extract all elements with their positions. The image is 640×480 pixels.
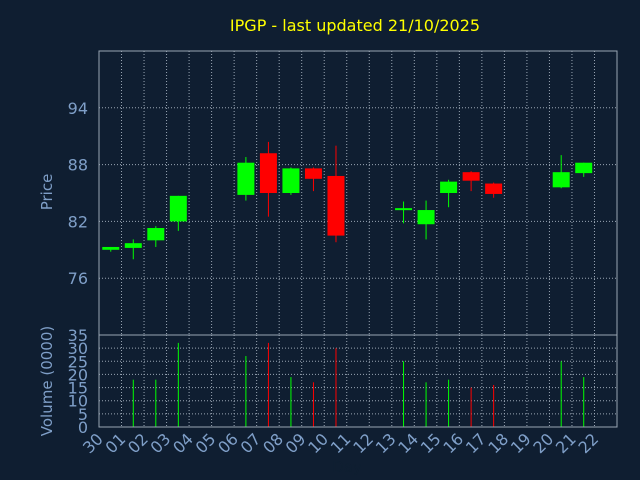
volume-bars [132, 342, 585, 427]
candle-body [395, 208, 413, 211]
candle-body [552, 172, 570, 188]
candle-body [304, 168, 322, 179]
candle-body [282, 168, 300, 193]
candle-body [102, 246, 120, 250]
volume-tick-label: 0 [78, 418, 88, 437]
price-tick-labels: 76 82 88 94 [68, 99, 88, 288]
chart-title: IPGP - last updated 21/10/2025 [230, 16, 480, 35]
volume-tick-label: 15 [68, 379, 88, 398]
candle-body [237, 162, 255, 195]
volume-tick-label: 20 [68, 365, 88, 384]
candle-body [147, 228, 165, 241]
candle-body [440, 181, 458, 193]
volume-grid [99, 335, 617, 427]
candle-body [485, 183, 503, 194]
candle-body [169, 195, 187, 222]
candle-body [124, 243, 142, 248]
candle-body [417, 210, 435, 225]
price-tick-label: 82 [68, 212, 88, 231]
price-tick-label: 76 [68, 269, 88, 288]
candle-body [259, 153, 277, 193]
volume-tick-label: 5 [78, 405, 88, 424]
volume-tick-label: 35 [68, 326, 88, 345]
price-tick-label: 88 [68, 156, 88, 175]
candle-body [462, 172, 480, 181]
volume-tick-label: 30 [68, 339, 88, 358]
price-tick-label: 94 [68, 99, 88, 118]
volume-axis-label: Volume (0000) [38, 326, 56, 436]
candle-body [327, 175, 345, 236]
volume-panel-frame [98, 334, 618, 428]
volume-tick-label: 25 [68, 352, 88, 371]
x-axis-label: Day [332, 458, 362, 476]
price-axis-label: Price [38, 174, 56, 211]
candle-body [575, 162, 593, 174]
candles [102, 141, 593, 260]
price-grid [99, 51, 617, 335]
x-tick-labels: 3001020304050607080910111213141516171819… [79, 429, 602, 457]
volume-tick-label: 10 [68, 392, 88, 411]
